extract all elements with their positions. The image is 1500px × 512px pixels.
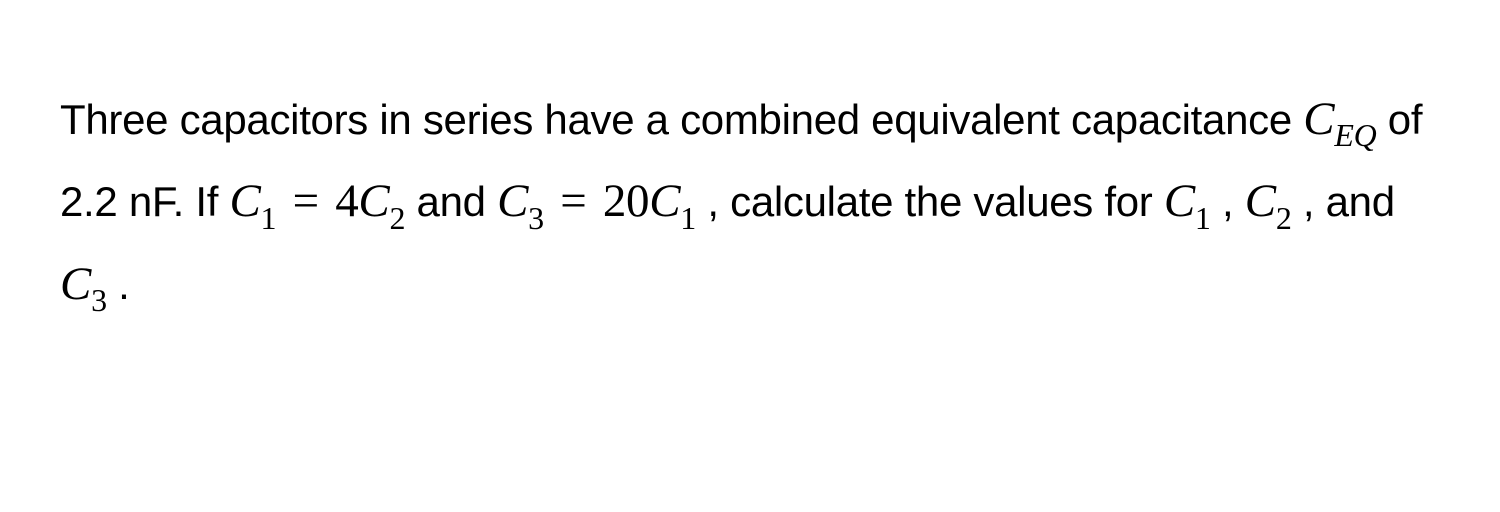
- variable-C2-list: C: [1245, 175, 1276, 227]
- subscript-1: 1: [1195, 200, 1211, 236]
- text-segment-6: , and: [1303, 178, 1395, 225]
- subscript-1: 1: [680, 200, 696, 236]
- variable-C: C: [1303, 93, 1334, 145]
- subscript-EQ: EQ: [1334, 117, 1376, 153]
- variable-C1-rhs: C: [649, 175, 680, 227]
- subscript-2: 2: [389, 200, 405, 236]
- subscript-3: 3: [91, 282, 107, 318]
- coefficient-20: 20: [603, 175, 649, 227]
- variable-C2: C: [358, 175, 389, 227]
- equals-sign: =: [288, 175, 324, 227]
- coefficient-4: 4: [335, 175, 358, 227]
- subscript-3: 3: [528, 200, 544, 236]
- text-segment-5: ,: [1222, 178, 1245, 225]
- variable-C3-list: C: [60, 258, 91, 310]
- variable-C1: C: [229, 175, 260, 227]
- text-segment-3: and: [417, 178, 498, 225]
- subscript-1: 1: [261, 200, 277, 236]
- problem-statement: Three capacitors in series have a combin…: [60, 78, 1440, 325]
- text-segment-7: .: [118, 261, 129, 308]
- text-segment-1: Three capacitors in series have a combin…: [60, 96, 1303, 143]
- subscript-2: 2: [1276, 200, 1292, 236]
- text-segment-4: , calculate the values for: [707, 178, 1163, 225]
- variable-C1-list: C: [1164, 175, 1195, 227]
- variable-C3: C: [497, 175, 528, 227]
- equals-sign: =: [555, 175, 591, 227]
